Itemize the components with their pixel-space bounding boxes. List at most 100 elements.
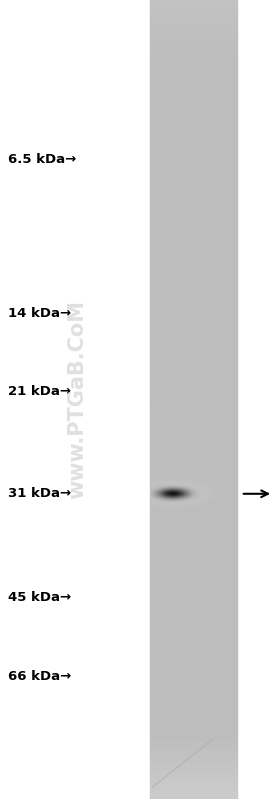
Bar: [150, 613, 237, 615]
Bar: [150, 314, 237, 317]
Bar: [150, 48, 237, 50]
Bar: [150, 605, 237, 607]
Bar: [150, 789, 237, 791]
Bar: [150, 711, 237, 714]
Bar: [150, 642, 237, 645]
Text: 6.5 kDa→: 6.5 kDa→: [8, 153, 77, 166]
Bar: [150, 165, 237, 168]
Bar: [150, 703, 237, 706]
Bar: [150, 229, 237, 232]
Bar: [150, 10, 237, 14]
Bar: [150, 729, 237, 733]
Bar: [150, 647, 237, 650]
Bar: [150, 24, 237, 26]
Bar: [150, 570, 237, 573]
Bar: [150, 753, 237, 757]
Bar: [150, 415, 237, 418]
Bar: [150, 106, 237, 109]
Bar: [150, 650, 237, 653]
Bar: [150, 690, 237, 693]
Bar: [150, 737, 237, 741]
Bar: [150, 22, 237, 24]
Bar: [150, 205, 237, 208]
Bar: [150, 269, 237, 272]
Bar: [150, 637, 237, 639]
Bar: [150, 264, 237, 266]
Bar: [150, 506, 237, 509]
Bar: [150, 277, 237, 280]
Bar: [150, 301, 237, 304]
Bar: [150, 735, 237, 737]
Bar: [150, 32, 237, 34]
Bar: [150, 727, 237, 729]
Bar: [150, 226, 237, 229]
Bar: [150, 320, 237, 322]
Bar: [150, 298, 237, 301]
Bar: [150, 773, 237, 775]
Bar: [150, 80, 237, 82]
Bar: [150, 208, 237, 210]
Bar: [150, 679, 237, 682]
Bar: [150, 706, 237, 709]
Bar: [150, 543, 237, 546]
Bar: [150, 285, 237, 288]
Bar: [150, 618, 237, 621]
Bar: [150, 421, 237, 423]
Bar: [150, 535, 237, 538]
Bar: [150, 200, 237, 202]
Bar: [150, 793, 237, 797]
Bar: [150, 698, 237, 701]
Bar: [150, 490, 237, 493]
Bar: [150, 240, 237, 242]
Bar: [150, 290, 237, 293]
Bar: [150, 677, 237, 679]
Bar: [150, 296, 237, 298]
Bar: [150, 626, 237, 629]
Bar: [150, 402, 237, 405]
Bar: [150, 346, 237, 349]
Bar: [150, 565, 237, 567]
Bar: [150, 400, 237, 402]
Bar: [150, 50, 237, 54]
Bar: [150, 78, 237, 80]
Bar: [150, 62, 237, 64]
Bar: [150, 216, 237, 218]
Bar: [150, 30, 237, 32]
Bar: [150, 482, 237, 485]
Bar: [150, 157, 237, 160]
Bar: [150, 192, 237, 194]
Bar: [150, 38, 237, 40]
Bar: [150, 405, 237, 407]
Bar: [150, 56, 237, 58]
Bar: [150, 466, 237, 469]
Bar: [150, 511, 237, 514]
Bar: [150, 522, 237, 525]
Bar: [150, 410, 237, 413]
Bar: [150, 282, 237, 285]
Bar: [150, 389, 237, 392]
Bar: [150, 181, 237, 184]
Bar: [150, 125, 237, 128]
Bar: [150, 370, 237, 373]
Bar: [150, 658, 237, 661]
Bar: [150, 101, 237, 104]
Bar: [150, 602, 237, 605]
Bar: [150, 429, 237, 431]
Bar: [150, 365, 237, 368]
Bar: [150, 104, 237, 106]
Bar: [150, 610, 237, 613]
Bar: [150, 575, 237, 578]
Text: www.PTGaB.CoM: www.PTGaB.CoM: [67, 300, 87, 499]
Bar: [150, 168, 237, 170]
Bar: [150, 663, 237, 666]
Bar: [150, 431, 237, 434]
Bar: [150, 765, 237, 767]
Bar: [150, 46, 237, 48]
Bar: [150, 453, 237, 455]
Bar: [150, 517, 237, 519]
Bar: [150, 437, 237, 439]
Bar: [150, 245, 237, 248]
Bar: [150, 567, 237, 570]
Bar: [150, 184, 237, 186]
Bar: [150, 797, 237, 799]
